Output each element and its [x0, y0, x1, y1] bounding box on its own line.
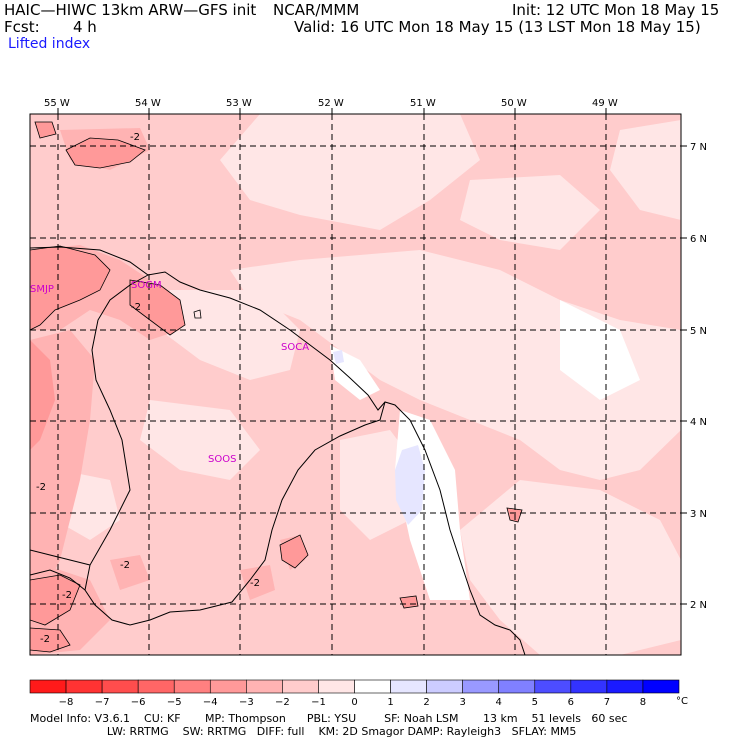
colorbar-cell	[462, 679, 500, 694]
contour-label: -2	[130, 132, 140, 143]
colorbar-cell	[642, 679, 680, 694]
colorbar-tick-label: 8	[640, 697, 646, 708]
colorbar-cell	[606, 679, 644, 694]
li-zone-lightblue	[333, 350, 425, 525]
lon-label: 50 W	[501, 98, 527, 109]
model-info-line1: Model Info: V3.6.1 CU: KF MP: Thompson P…	[30, 712, 628, 725]
frame-ticks	[57, 108, 687, 605]
colorbar-tick-label: 2	[423, 697, 429, 708]
colorbar-tick-label: −5	[167, 697, 182, 708]
colorbar-tick-label: 6	[568, 697, 574, 708]
colorbar-tick-label: 0	[351, 697, 357, 708]
colorbar-cell	[209, 679, 247, 694]
colorbar-cell	[282, 679, 319, 694]
colorbar-tick-label: 7	[604, 697, 610, 708]
lat-labels: 7 N 6 N 5 N 4 N 3 N 2 N	[690, 142, 707, 611]
fcst-label: Fcst:	[4, 18, 40, 36]
contour-lines-minus2	[30, 121, 523, 653]
map-frame	[29, 113, 682, 656]
colorbar-cell	[498, 679, 536, 694]
colorbar-tick-label: −4	[203, 697, 218, 708]
contour-label: -2	[250, 578, 260, 589]
colorbar-tick-label: −6	[131, 697, 146, 708]
coastline-borders	[30, 246, 526, 655]
station-labels: SMJP SOGM SOCA SOOS	[30, 280, 309, 465]
lat-label: 7 N	[690, 142, 707, 153]
fcst-value: 4 h	[73, 18, 97, 36]
contour-labels: -2 -2 -2 -2 -2 -2 -2	[36, 132, 260, 645]
lat-label: 4 N	[690, 417, 707, 428]
colorbar-tick-label: −1	[311, 697, 326, 708]
lon-label: 53 W	[226, 98, 252, 109]
colorbar-cell	[534, 679, 572, 694]
latlon-grid	[30, 114, 681, 655]
colorbar-tick-label: −8	[59, 697, 74, 708]
station-label-sogm: SOGM	[131, 280, 162, 291]
colorbar-tick-label: 4	[496, 697, 502, 708]
colorbar: −8 −7 −6 −5 −4 −3 −2 −1 0 1 2 3 4 5 6 7 8 °C	[29, 679, 688, 708]
lat-label: 6 N	[690, 234, 707, 245]
lat-label: 3 N	[690, 509, 707, 520]
colorbar-tick-label: −7	[95, 697, 110, 708]
colorbar-cell	[390, 679, 427, 694]
contour-label: -2	[131, 302, 141, 313]
colorbar-tick-label: 5	[532, 697, 538, 708]
lon-label: 54 W	[135, 98, 161, 109]
init-time: Init: 12 UTC Mon 18 May 15	[512, 1, 720, 19]
lon-label: 55 W	[44, 98, 70, 109]
lat-label: 2 N	[690, 600, 707, 611]
colorbar-tick-label: 1	[387, 697, 393, 708]
lat-label: 5 N	[690, 326, 707, 337]
station-label-smjp: SMJP	[30, 284, 54, 295]
colorbar-cell	[354, 679, 391, 694]
colorbar-cell	[318, 679, 355, 694]
colorbar-tick-label: 3	[459, 697, 465, 708]
colorbar-cell	[246, 679, 283, 694]
model-info-line2: LW: RRTMG SW: RRTMG DIFF: full KM: 2D Sm…	[30, 725, 577, 738]
colorbar-cell	[29, 679, 67, 694]
colorbar-unit: °C	[676, 696, 688, 707]
contour-label: -2	[120, 560, 130, 571]
colorbar-cell	[65, 679, 103, 694]
colorbar-cell	[101, 679, 139, 694]
colorbar-cell	[570, 679, 608, 694]
lon-label: 49 W	[592, 98, 618, 109]
field-name: Lifted index	[8, 36, 91, 52]
lon-labels: 55 W 54 W 53 W 52 W 51 W 50 W 49 W	[44, 98, 618, 109]
model-title: HAIC—HIWC 13km ARW—GFS init	[4, 1, 257, 19]
lon-label: 51 W	[410, 98, 436, 109]
contour-label: -2	[40, 634, 50, 645]
lon-label: 52 W	[318, 98, 344, 109]
colorbar-tick-label: −2	[275, 697, 290, 708]
colorbar-cell	[137, 679, 175, 694]
contour-label: -2	[36, 482, 46, 493]
station-label-soos: SOOS	[208, 454, 236, 465]
colorbar-cell	[173, 679, 211, 694]
center-name: NCAR/MMM	[273, 1, 360, 19]
colorbar-cell	[426, 679, 463, 694]
contour-label: -2	[62, 590, 72, 601]
colorbar-tick-label: −3	[239, 697, 254, 708]
station-label-soca: SOCA	[281, 342, 309, 353]
valid-time: Valid: 16 UTC Mon 18 May 15 (13 LST Mon …	[294, 18, 701, 36]
